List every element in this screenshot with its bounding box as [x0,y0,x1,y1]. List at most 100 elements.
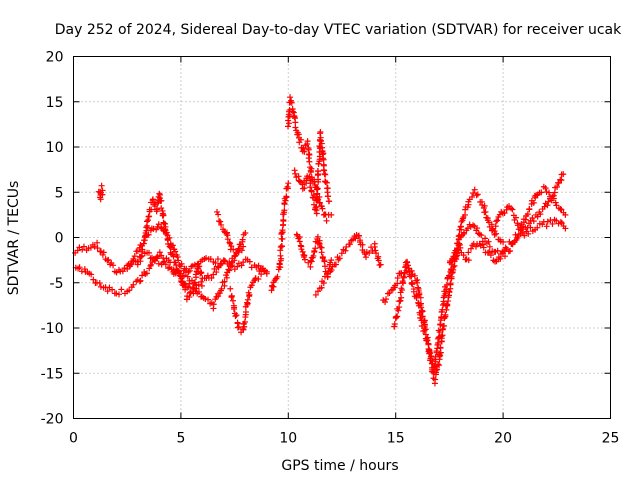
data-point-marker [226,267,233,274]
data-point-marker [472,243,479,250]
data-point-marker [557,218,564,225]
data-point-marker [441,300,448,307]
data-point-marker [210,301,217,308]
data-point-marker [432,376,439,383]
data-point-marker [553,217,560,224]
data-point-marker [99,187,106,194]
data-point-marker [558,177,565,184]
data-point-marker [296,178,303,185]
data-point-marker [469,193,476,200]
data-point-marker [279,243,286,250]
data-point-marker [100,249,107,256]
data-point-marker [432,353,439,360]
data-point-marker [149,196,156,203]
data-point-marker [148,206,155,213]
data-point-marker [435,341,442,348]
data-point-marker [148,261,155,268]
data-point-marker [311,248,318,255]
data-point-marker [442,290,449,297]
data-point-marker [549,220,556,227]
data-point-marker [105,256,112,263]
data-point-marker [246,258,253,265]
data-point-marker [220,257,227,264]
data-point-marker [285,123,292,130]
data-point-marker [464,225,471,232]
data-point-marker [343,243,350,250]
y-tick-label: 20 [46,50,64,66]
data-point-marker [484,215,491,222]
data-point-marker [485,238,492,245]
x-tick-label: 15 [387,431,405,447]
data-point-marker [225,266,232,273]
data-point-marker [325,193,332,200]
x-tick-label: 0 [69,431,78,447]
data-point-marker [143,270,150,277]
data-point-marker [214,208,221,215]
data-point-marker [234,324,241,331]
data-point-marker [304,138,311,145]
data-point-marker [208,274,215,281]
data-point-marker [474,191,481,198]
data-point-marker [90,276,97,283]
data-point-marker [538,189,545,196]
data-point-marker [296,238,303,245]
data-point-marker [277,243,284,250]
data-point-marker [158,197,165,204]
data-point-marker [306,173,313,180]
data-point-marker [255,262,262,269]
y-axis-label: SDTVAR / TECUs [6,181,22,296]
data-point-marker [560,171,567,178]
data-point-marker [352,235,359,242]
data-point-marker [529,214,536,221]
data-point-marker [373,250,380,257]
data-point-marker [424,337,431,344]
data-point-marker [239,236,246,243]
data-point-marker [301,252,308,259]
data-point-marker [281,207,288,214]
data-point-marker [147,262,154,269]
data-point-marker [319,253,326,260]
data-point-marker [288,99,295,106]
data-point-marker [507,247,514,254]
data-point-marker [234,263,241,270]
data-point-marker [414,284,421,291]
data-point-marker [450,253,457,260]
data-point-marker [152,257,159,264]
data-point-marker [137,277,144,284]
data-point-marker [512,214,519,221]
data-point-marker [218,260,225,267]
data-point-marker [113,290,120,297]
data-point-marker [91,243,98,250]
data-point-marker [315,160,322,167]
data-point-marker [160,212,167,219]
data-point-marker [287,94,294,101]
data-point-marker [126,262,133,269]
data-point-marker [244,296,251,303]
data-point-marker [467,245,474,252]
data-point-marker [96,280,103,287]
data-point-marker [404,259,411,266]
data-point-marker [415,299,422,306]
data-point-marker [550,195,557,202]
data-point-marker [430,364,437,371]
data-point-marker [471,186,478,193]
data-point-marker [215,211,222,218]
data-point-marker [437,321,444,328]
data-point-marker [155,260,162,267]
data-point-marker [439,332,446,339]
y-tick-label: 5 [55,185,64,201]
data-point-marker [486,243,493,250]
data-point-marker [196,263,203,270]
data-point-marker [394,280,401,287]
data-point-marker [139,272,146,279]
data-point-marker [414,279,421,286]
data-point-marker [278,255,285,262]
data-point-marker [322,179,329,186]
data-point-marker [465,257,472,264]
data-point-marker [310,194,317,201]
data-point-marker [316,240,323,247]
data-point-marker [473,192,480,199]
data-point-marker [394,275,401,282]
data-point-marker [104,288,111,295]
data-point-marker [282,197,289,204]
